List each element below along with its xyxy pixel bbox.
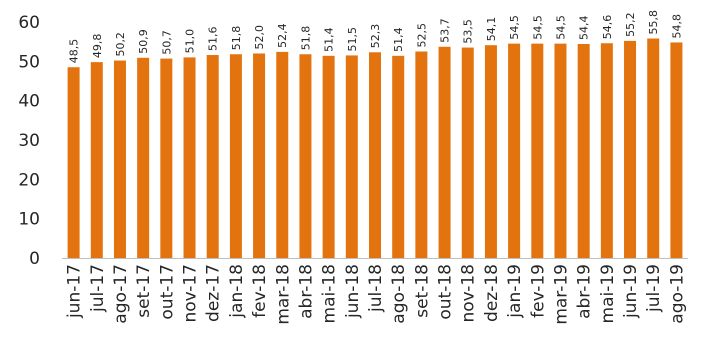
data-label: 52,5: [415, 23, 428, 48]
data-labels: 48,5 49,8 50,2 50,9 50,7 51,0 51,6 51,8 52,0 52,4…: [68, 10, 684, 63]
bar: [508, 43, 521, 258]
data-label: 50,2: [114, 32, 127, 56]
y-tick-label: 20: [18, 170, 40, 190]
data-label: 51,4: [392, 27, 405, 52]
bar: [461, 47, 474, 258]
bar: [206, 55, 219, 258]
bar: [67, 67, 80, 258]
x-tick-label: out-17: [157, 264, 177, 320]
data-label: 51,4: [323, 27, 336, 52]
x-tick-label: dez-17: [204, 264, 224, 322]
data-label: 54,6: [601, 15, 614, 40]
x-tick-label: jun-18: [343, 264, 363, 319]
y-tick-label: 30: [18, 131, 40, 151]
x-tick-label: jul-19: [644, 264, 664, 313]
x-tick-label: set-18: [412, 264, 432, 318]
data-label: 52,0: [253, 25, 266, 50]
data-label: 51,6: [207, 27, 220, 52]
data-label: 54,1: [485, 17, 498, 42]
bar: [415, 51, 428, 258]
data-label: 54,8: [670, 14, 683, 39]
x-tick-label: ago-19: [667, 264, 687, 324]
x-tick-label: ago-18: [389, 264, 409, 324]
bar: [113, 60, 126, 258]
data-label: 48,5: [68, 39, 81, 64]
x-tick-label: jan-18: [227, 264, 247, 319]
x-tick-label: abr-18: [296, 264, 316, 319]
y-tick-label: 50: [18, 52, 40, 72]
bar: [229, 54, 242, 258]
bar: [322, 55, 335, 258]
data-label: 55,2: [624, 12, 637, 37]
bar: [531, 43, 544, 258]
bar: [160, 58, 173, 258]
data-label: 54,5: [531, 15, 544, 40]
data-label: 51,8: [230, 26, 243, 51]
bar: [183, 57, 196, 259]
bar: [484, 45, 497, 259]
data-label: 51,0: [184, 29, 197, 54]
bar: [624, 40, 637, 258]
bar: [647, 38, 660, 258]
bars: [67, 38, 683, 259]
x-tick-label: mai-18: [320, 264, 340, 323]
bar: [670, 42, 683, 259]
bar: [137, 57, 150, 258]
data-label: 51,8: [299, 26, 312, 51]
x-tick-label: jan-19: [505, 264, 525, 319]
bar: [253, 53, 266, 258]
bar: [90, 62, 103, 259]
x-tick-label: nov-17: [181, 264, 201, 323]
x-tick-label: mai-19: [598, 264, 618, 323]
data-label: 49,8: [91, 34, 104, 59]
y-axis: 0 10 20 30 40 50 60: [18, 13, 40, 269]
bar: [438, 46, 451, 258]
x-tick-label: mar-18: [273, 264, 293, 325]
bar: [600, 43, 613, 258]
x-tick-label: fev-19: [528, 264, 548, 318]
bar: [299, 54, 312, 258]
y-tick-label: 40: [18, 92, 40, 112]
x-tick-label: nov-18: [459, 264, 479, 323]
data-label: 54,5: [554, 15, 567, 40]
y-tick-label: 60: [18, 13, 40, 33]
x-tick-label: abr-19: [575, 264, 595, 319]
data-label: 54,4: [578, 16, 591, 41]
data-label: 50,7: [160, 30, 173, 55]
x-tick-label: ago-17: [111, 264, 131, 324]
y-tick-label: 10: [18, 210, 40, 230]
x-axis: jun-17 jul-17 ago-17 set-17 out-17 nov-17 dez-…: [62, 258, 688, 325]
x-tick-label: jul-18: [366, 264, 386, 313]
x-tick-label: set-17: [134, 264, 154, 318]
bar: [554, 43, 567, 258]
bar: [577, 44, 590, 258]
data-label: 54,5: [508, 15, 521, 40]
data-label: 53,7: [439, 18, 452, 43]
x-tick-label: jun-17: [65, 264, 85, 319]
x-tick-label: jul-17: [88, 264, 108, 313]
data-label: 55,8: [647, 10, 660, 35]
data-label: 52,3: [369, 24, 382, 49]
x-tick-label: jun-19: [621, 264, 641, 319]
y-tick-label: 0: [29, 249, 40, 269]
data-label: 51,5: [346, 27, 359, 52]
bar: [369, 52, 381, 258]
x-tick-label: mar-19: [551, 264, 571, 325]
data-label: 52,4: [276, 23, 289, 48]
bar: [345, 55, 358, 259]
x-tick-label: fev-18: [250, 264, 270, 318]
x-tick-label: dez-18: [482, 264, 502, 322]
data-label: 50,9: [137, 29, 150, 54]
data-label: 53,5: [462, 19, 475, 44]
x-tick-label: out-18: [436, 264, 456, 320]
bar: [392, 55, 405, 258]
bar: [276, 51, 289, 258]
